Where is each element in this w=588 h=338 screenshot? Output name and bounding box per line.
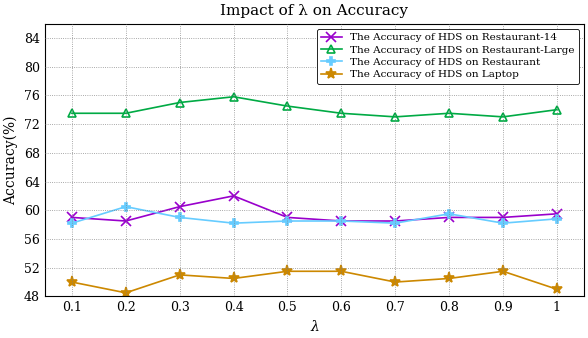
Line: The Accuracy of HDS on Restaurant-Large: The Accuracy of HDS on Restaurant-Large (68, 93, 561, 121)
The Accuracy of HDS on Restaurant (122, 204, 129, 209)
The Accuracy of HDS on Restaurant-14 (446, 215, 453, 219)
The Accuracy of HDS on Restaurant-Large (230, 95, 237, 99)
The Accuracy of HDS on Restaurant (176, 215, 183, 219)
The Accuracy of HDS on Restaurant (68, 221, 75, 225)
The Accuracy of HDS on Restaurant-Large (446, 111, 453, 115)
The Accuracy of HDS on Restaurant-Large (68, 111, 75, 115)
The Accuracy of HDS on Restaurant-Large (176, 100, 183, 104)
The Accuracy of HDS on Laptop (230, 276, 237, 281)
The Accuracy of HDS on Restaurant (338, 219, 345, 223)
The Accuracy of HDS on Restaurant-14 (68, 215, 75, 219)
The Accuracy of HDS on Restaurant-14 (230, 194, 237, 198)
The Accuracy of HDS on Restaurant (284, 219, 291, 223)
Legend: The Accuracy of HDS on Restaurant-14, The Accuracy of HDS on Restaurant-Large, T: The Accuracy of HDS on Restaurant-14, Th… (316, 29, 579, 83)
The Accuracy of HDS on Restaurant-14 (176, 204, 183, 209)
The Accuracy of HDS on Laptop (392, 280, 399, 284)
The Accuracy of HDS on Restaurant (499, 221, 506, 225)
Title: Impact of λ on Accuracy: Impact of λ on Accuracy (220, 4, 409, 18)
The Accuracy of HDS on Restaurant-Large (553, 108, 560, 112)
The Accuracy of HDS on Laptop (338, 269, 345, 273)
Y-axis label: Accuracy(%): Accuracy(%) (4, 115, 19, 205)
The Accuracy of HDS on Restaurant (392, 221, 399, 225)
The Accuracy of HDS on Restaurant-Large (338, 111, 345, 115)
The Accuracy of HDS on Restaurant-Large (284, 104, 291, 108)
The Accuracy of HDS on Restaurant-Large (122, 111, 129, 115)
The Accuracy of HDS on Restaurant (553, 217, 560, 221)
Line: The Accuracy of HDS on Restaurant: The Accuracy of HDS on Restaurant (68, 202, 561, 227)
The Accuracy of HDS on Laptop (122, 291, 129, 295)
The Accuracy of HDS on Laptop (499, 269, 506, 273)
The Accuracy of HDS on Restaurant (230, 221, 237, 225)
The Accuracy of HDS on Laptop (68, 280, 75, 284)
The Accuracy of HDS on Restaurant-14 (338, 219, 345, 223)
The Accuracy of HDS on Laptop (446, 276, 453, 281)
The Accuracy of HDS on Restaurant-14 (553, 212, 560, 216)
The Accuracy of HDS on Restaurant-Large (392, 115, 399, 119)
Line: The Accuracy of HDS on Restaurant-14: The Accuracy of HDS on Restaurant-14 (67, 191, 562, 226)
The Accuracy of HDS on Restaurant (446, 212, 453, 216)
The Accuracy of HDS on Restaurant-14 (392, 219, 399, 223)
X-axis label: λ: λ (310, 320, 319, 334)
The Accuracy of HDS on Restaurant-14 (122, 219, 129, 223)
The Accuracy of HDS on Restaurant-14 (499, 215, 506, 219)
The Accuracy of HDS on Laptop (553, 287, 560, 291)
The Accuracy of HDS on Restaurant-Large (499, 115, 506, 119)
The Accuracy of HDS on Laptop (176, 273, 183, 277)
Line: The Accuracy of HDS on Laptop: The Accuracy of HDS on Laptop (66, 266, 563, 298)
The Accuracy of HDS on Laptop (284, 269, 291, 273)
The Accuracy of HDS on Restaurant-14 (284, 215, 291, 219)
